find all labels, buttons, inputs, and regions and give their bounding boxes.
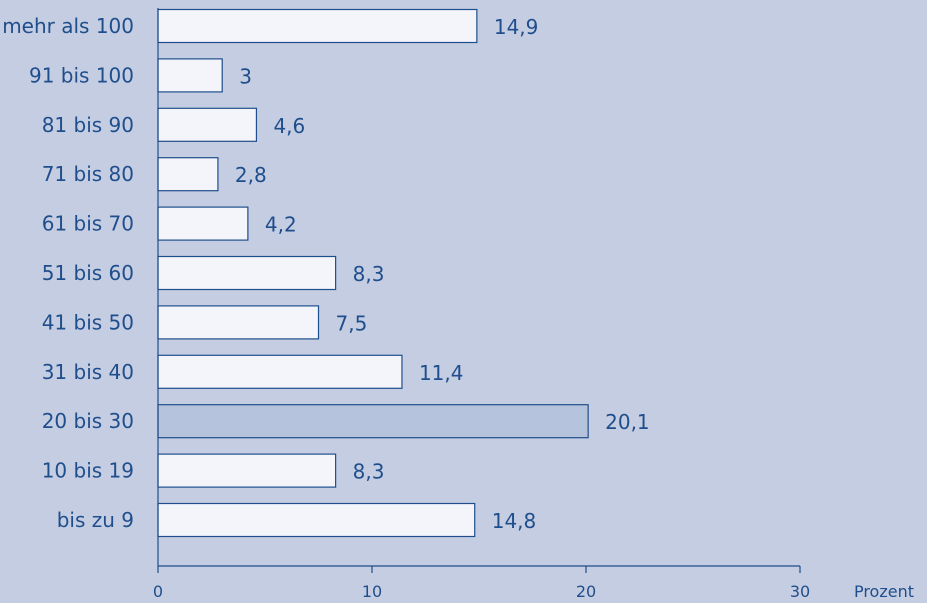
bar — [157, 453, 337, 488]
bar — [157, 404, 589, 439]
x-axis-unit-label: Prozent — [854, 582, 914, 601]
data-label: 11,4 — [419, 361, 464, 385]
category-label: 20 bis 30 — [42, 409, 134, 433]
bar — [157, 157, 219, 192]
category-label: 41 bis 50 — [42, 310, 134, 334]
x-tick-label: 20 — [576, 582, 596, 601]
bar — [157, 58, 223, 93]
x-tick-label: 10 — [362, 582, 382, 601]
category-label: mehr als 100 — [2, 14, 134, 38]
category-label: 71 bis 80 — [42, 162, 134, 186]
bar — [157, 255, 337, 291]
data-label: 4,6 — [273, 114, 305, 138]
category-label: bis zu 9 — [57, 508, 134, 532]
data-label: 14,9 — [494, 15, 539, 39]
bar — [157, 107, 258, 142]
data-label: 20,1 — [605, 410, 650, 434]
bar — [157, 305, 320, 340]
x-tick-label: 0 — [153, 582, 163, 601]
data-label: 8,3 — [353, 460, 385, 484]
data-label: 2,8 — [235, 163, 267, 187]
bars-group: mehr als 100 14,9 91 bis 100 3 81 bis 90 4,6 7… — [2, 8, 650, 538]
x-tick-label: 30 — [790, 582, 810, 601]
bar — [157, 8, 478, 44]
data-label: 4,2 — [265, 213, 297, 237]
data-label: 14,8 — [492, 509, 537, 533]
bar — [157, 502, 476, 538]
bar — [157, 354, 403, 389]
category-label: 61 bis 70 — [42, 212, 134, 236]
category-label: 10 bis 19 — [42, 459, 134, 483]
category-label: 31 bis 40 — [42, 360, 134, 384]
category-label: 51 bis 60 — [42, 261, 134, 285]
data-label: 8,3 — [353, 262, 385, 286]
category-label: 81 bis 90 — [42, 113, 134, 137]
x-ticks-group: 0 10 20 30 — [153, 566, 810, 601]
data-label: 3 — [239, 64, 252, 88]
category-label: 91 bis 100 — [29, 63, 134, 87]
data-label: 7,5 — [336, 311, 368, 335]
bar — [157, 206, 249, 241]
